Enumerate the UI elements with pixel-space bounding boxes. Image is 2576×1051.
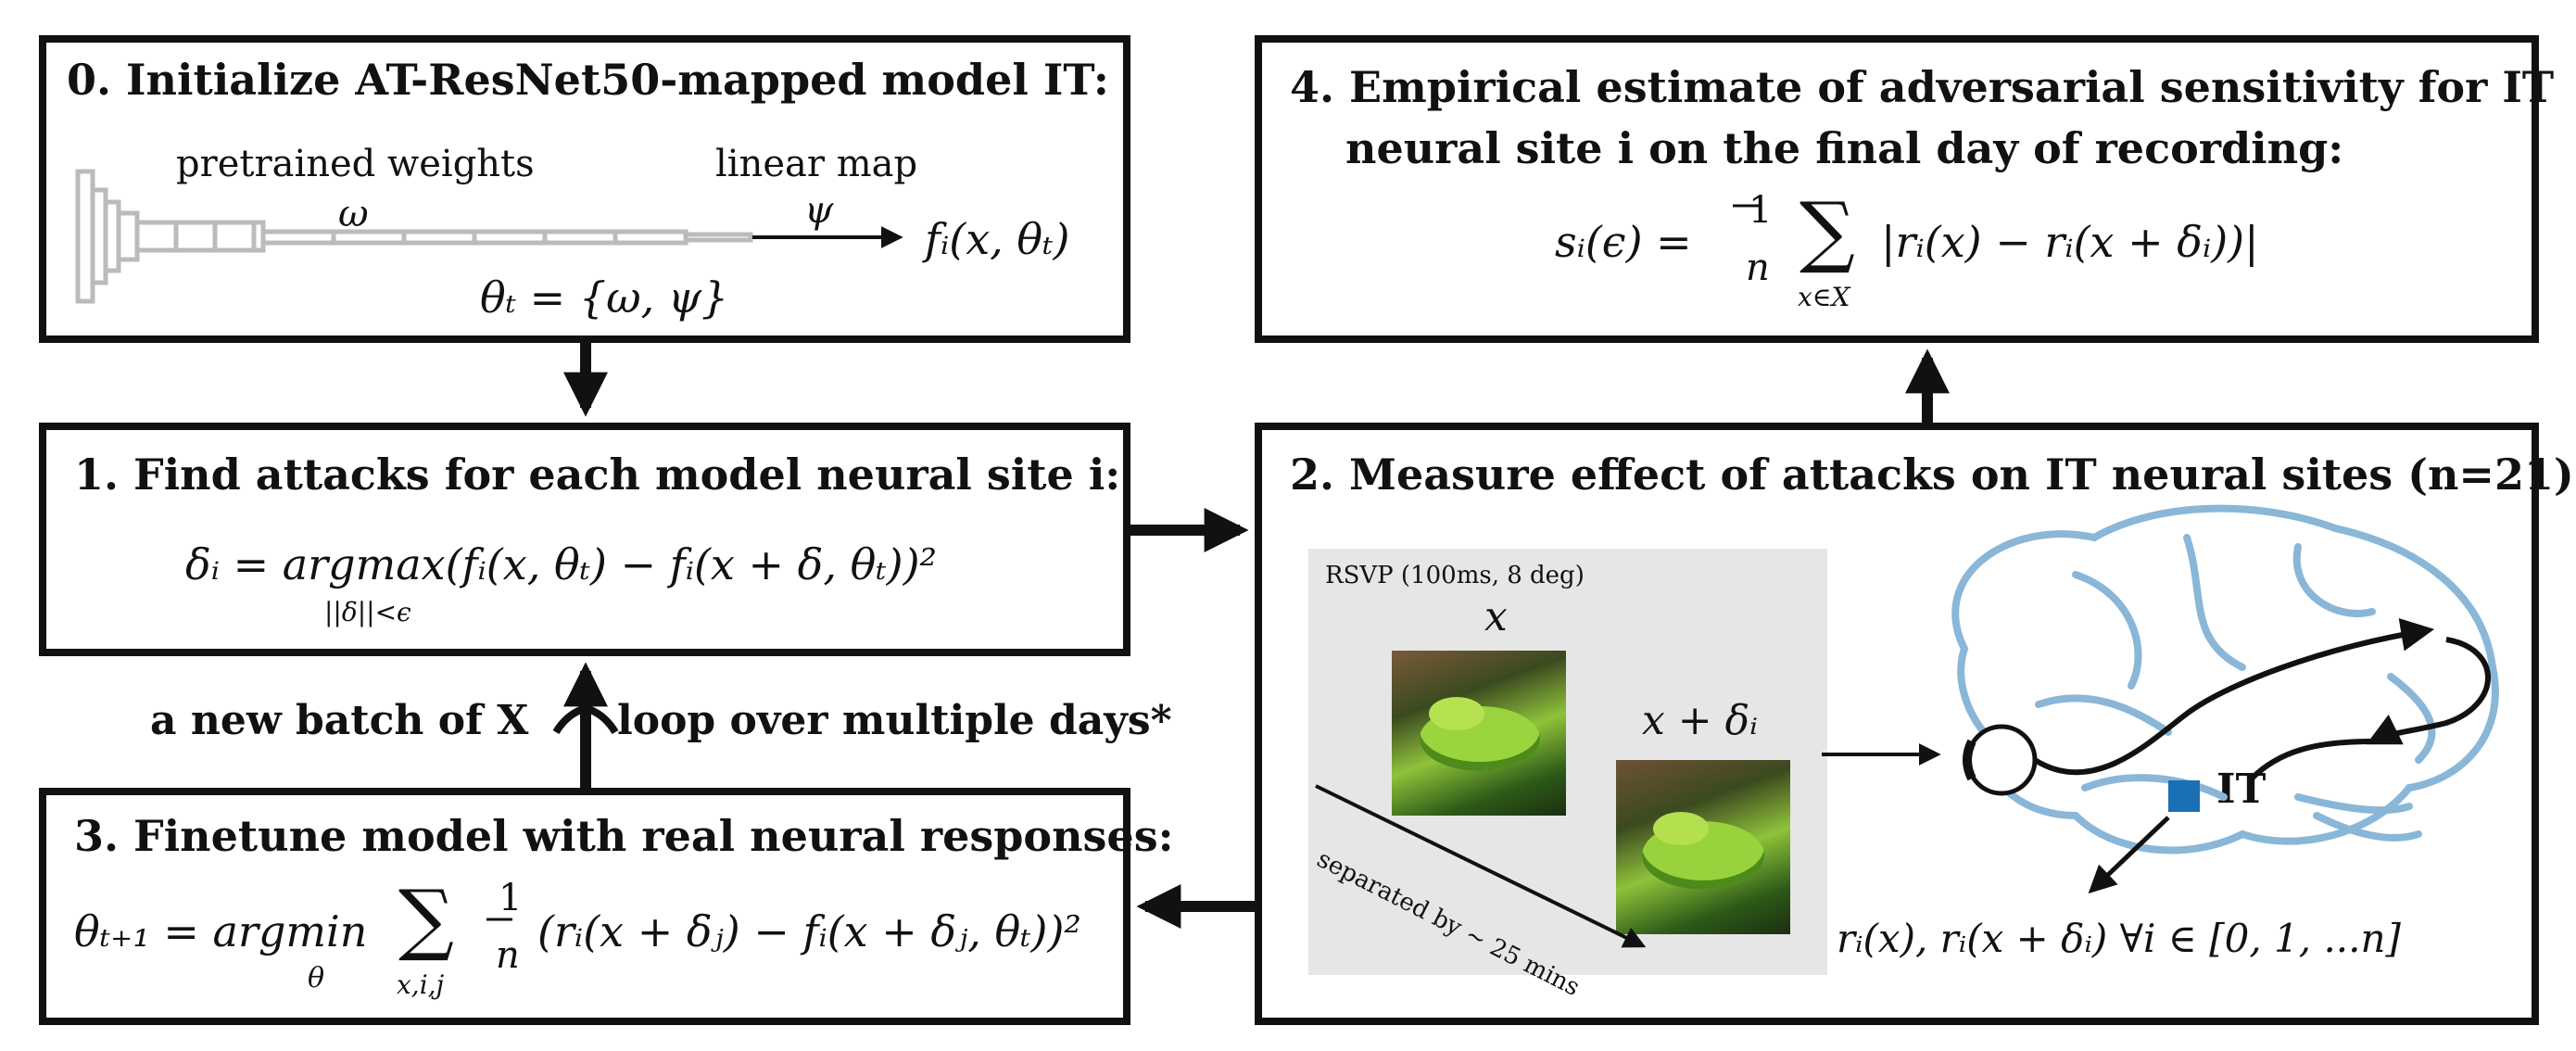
step1-box: 1. Find attacks for each model neural si…: [39, 423, 1130, 656]
sensitivity-sum: ∑: [1799, 185, 1855, 276]
step3-title: 3. Finetune model with real neural respo…: [74, 811, 1174, 861]
sensitivity-sum-sub: x∈X: [1798, 282, 1850, 312]
step4-title-line1: 4. Empirical estimate of adversarial sen…: [1290, 62, 2555, 112]
resnet-schematic: [75, 169, 753, 304]
feedback-pathway: [2366, 637, 2491, 745]
visual-pathway: [2033, 617, 2435, 776]
snake-head-2: [1653, 812, 1709, 845]
finetune-sum: ∑: [398, 873, 454, 964]
separation-arrow: [1315, 784, 1647, 948]
theta-definition: θₜ = {ω, ψ}: [480, 272, 729, 323]
it-readout-arrow: [2088, 816, 2170, 894]
finetune-lhs: θₜ₊₁ = argmin: [74, 906, 368, 956]
loop-bracket: [552, 703, 619, 735]
adversarial-image-label: x + δᵢ: [1642, 697, 1758, 744]
attack-formula: δᵢ = argmax(fᵢ(x, θₜ) − fᵢ(x + δ, θₜ))²: [185, 539, 937, 589]
step4-box: 4. Empirical estimate of adversarial sen…: [1255, 35, 2554, 343]
new-batch-label: a new batch of X: [150, 697, 529, 744]
attack-constraint: ||δ||<ϵ: [324, 597, 411, 627]
sensitivity-rhs: |rᵢ(x) − rᵢ(x + δᵢ))|: [1881, 217, 2259, 267]
neural-responses: rᵢ(x), rᵢ(x + δᵢ) ∀i ∈ [0, 1, ...n]: [1837, 916, 2401, 961]
adversarial-snake-image: [1616, 760, 1790, 934]
snake-head: [1429, 697, 1484, 730]
clean-snake-image: [1392, 651, 1566, 816]
eye-icon: [1965, 724, 2038, 796]
loop-days-label: loop over multiple days*: [617, 697, 1172, 744]
finetune-frac-num: 1: [499, 877, 523, 919]
it-marker: [2168, 780, 2200, 812]
linear-map-label: linear map: [715, 143, 918, 185]
finetune-rhs: (rᵢ(x + δⱼ) − fᵢ(x + δⱼ, θₜ))²: [537, 906, 1081, 956]
brain-illustration: [1951, 504, 2499, 855]
pretrained-weights-label: pretrained weights: [176, 143, 535, 185]
step0-box: 0. Initialize AT-ResNet50-mapped model I…: [39, 35, 1130, 343]
step2-title: 2. Measure effect of attacks on IT neura…: [1290, 450, 2574, 500]
model-output: fᵢ(x, θₜ): [925, 214, 1070, 264]
finetune-frac-den: n: [496, 934, 520, 977]
psi-label: ψ: [804, 189, 834, 232]
omega-label: ω: [338, 193, 369, 235]
sensitivity-frac-num: 1: [1749, 189, 1773, 232]
finetune-sum-sub: x,i,j: [397, 969, 445, 1000]
step4-title-line2: neural site i on the final day of record…: [1345, 123, 2344, 173]
step3-box: 3. Finetune model with real neural respo…: [39, 788, 1174, 1025]
step0-title: 0. Initialize AT-ResNet50-mapped model I…: [67, 55, 1109, 105]
rsvp-label: RSVP (100ms, 8 deg): [1325, 562, 1585, 589]
step1-title: 1. Find attacks for each model neural si…: [74, 450, 1121, 500]
rsvp-panel: RSVP (100ms, 8 deg) x x + δᵢ separated b…: [1308, 549, 1827, 1002]
clean-image-label: x: [1484, 593, 1508, 640]
sensitivity-frac-den: n: [1746, 247, 1770, 289]
finetune-argmin-sub: θ: [308, 962, 325, 994]
sensitivity-lhs: sᵢ(ϵ) =: [1555, 217, 1692, 267]
ventral-pathway: [2249, 739, 2373, 781]
eye-pupil: [1963, 739, 1976, 781]
